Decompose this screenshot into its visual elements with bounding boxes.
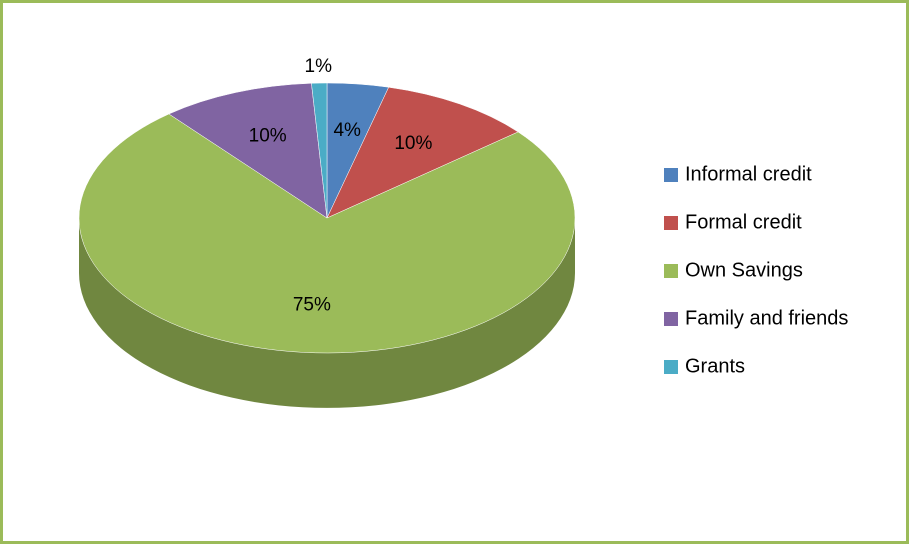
data-label: 4% [333, 120, 361, 141]
legend-swatch [664, 360, 678, 374]
legend-swatch [664, 264, 678, 278]
legend-swatch [664, 216, 678, 230]
data-labels: 4% 10% 75% 10% 1% [249, 56, 433, 315]
legend-label: Formal credit [685, 211, 802, 233]
data-label: 10% [249, 125, 287, 146]
slice [168, 83, 328, 219]
legend-swatch [664, 168, 678, 182]
slice [326, 86, 519, 219]
legend-swatch [664, 312, 678, 326]
pie-tops [78, 82, 576, 354]
slice [311, 82, 328, 219]
legend-label: Informal credit [685, 163, 812, 185]
legend-label: Grants [685, 355, 745, 377]
slice-side [79, 218, 575, 408]
data-label: 75% [293, 294, 331, 315]
pie-sides [79, 218, 575, 408]
legend-label: Own Savings [685, 259, 803, 281]
slice [78, 113, 576, 354]
legend-label: Family and friends [685, 307, 848, 329]
legend: Informal credit Formal credit Own Savings F… [664, 163, 848, 377]
data-label: 1% [305, 56, 333, 77]
data-label: 10% [394, 133, 432, 154]
